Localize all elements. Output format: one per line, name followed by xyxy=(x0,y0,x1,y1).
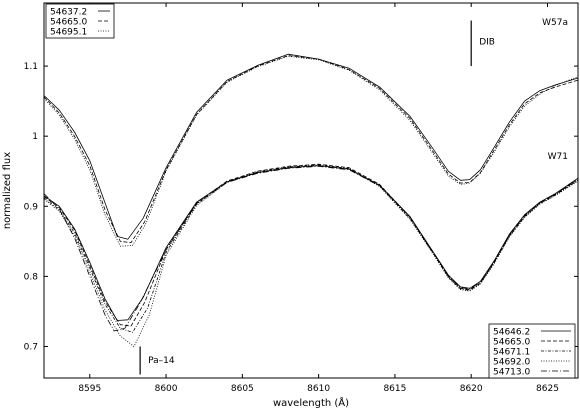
x-tick-label: 8600 xyxy=(155,384,178,394)
x-axis: 8595 8600 8605 8610 8615 8620 8625 xyxy=(78,3,559,394)
legend-label: 54671.1 xyxy=(493,348,530,358)
series-line-w71-54646-2 xyxy=(43,165,579,321)
series-line-w57a-54695-1 xyxy=(43,55,579,247)
legend-label: 54695.1 xyxy=(50,28,87,38)
y-axis-label: normalized flux xyxy=(2,152,13,229)
x-tick-label: 8615 xyxy=(383,384,406,394)
plot-frame xyxy=(43,2,579,379)
series-line-w57a-54665-0 xyxy=(43,55,579,244)
legend-label: 54692.0 xyxy=(493,358,530,368)
series-line-w57a-54637-2 xyxy=(43,53,579,240)
series-lines xyxy=(43,53,579,347)
legend-label: 54665.0 xyxy=(50,18,87,28)
legend-label: 54713.0 xyxy=(493,368,530,378)
legend-label: 54665.0 xyxy=(493,338,530,348)
x-tick-label: 8605 xyxy=(231,384,254,394)
x-tick-label: 8625 xyxy=(536,384,559,394)
y-tick-label: 1 xyxy=(32,132,38,142)
annotations: DIB Pa–14 W57a W71 xyxy=(139,18,568,375)
series-line-w71-54671-1 xyxy=(43,164,579,333)
dib-label: DIB xyxy=(479,38,495,48)
star-label-w71: W71 xyxy=(548,152,568,162)
y-tick-label: 0.9 xyxy=(24,202,39,212)
legend-box-w57a xyxy=(45,3,115,39)
x-tick-label: 8610 xyxy=(307,384,330,394)
series-line-w71-54665-0 xyxy=(43,163,579,327)
series-line-w71-54713-0 xyxy=(43,165,579,332)
y-tick-label: 0.8 xyxy=(24,272,39,282)
legend-label: 54646.2 xyxy=(493,328,530,338)
series-line-w71-54692-0 xyxy=(43,165,579,347)
legend-label: 54637.2 xyxy=(50,8,87,18)
y-tick-label: 1.1 xyxy=(24,62,38,72)
y-axis: 0.7 0.8 0.9 1 1.1 xyxy=(24,62,578,352)
y-tick-label: 0.7 xyxy=(24,342,38,352)
star-label-w57a: W57a xyxy=(542,18,568,28)
x-axis-label: wavelength (Å) xyxy=(273,396,349,409)
pa14-label: Pa–14 xyxy=(148,356,175,366)
x-tick-label: 8595 xyxy=(78,384,101,394)
legend-box-w71 xyxy=(488,323,576,379)
x-tick-label: 8620 xyxy=(460,384,483,394)
legends: 54637.254665.054695.154646.254665.054671… xyxy=(45,3,576,379)
